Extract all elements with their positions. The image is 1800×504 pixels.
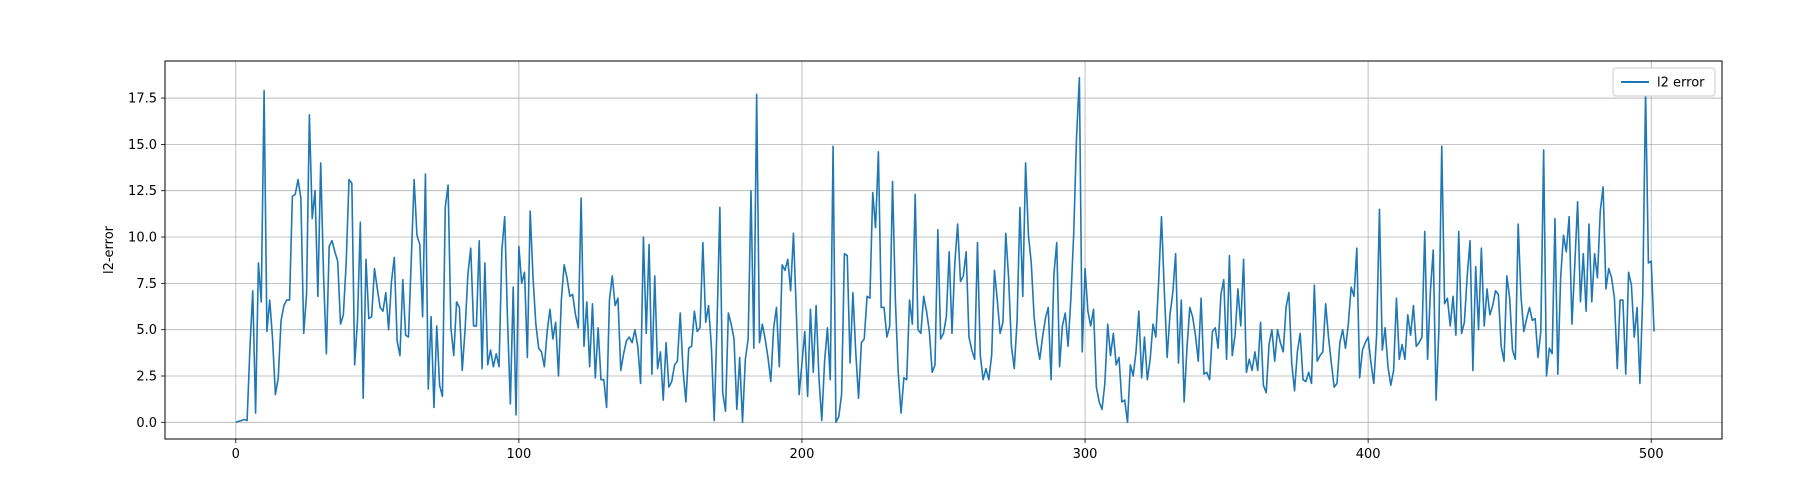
axes-frame: [164, 60, 1723, 440]
x-tick-label: 300: [1073, 447, 1098, 462]
y-tick-label: 10.0: [128, 231, 157, 246]
y-tick-label: 0.0: [136, 416, 157, 431]
x-tick-label: 500: [1639, 447, 1664, 462]
x-tick-label: 400: [1356, 447, 1381, 462]
y-tick-label: 12.5: [128, 184, 157, 199]
y-tick-label: 7.5: [136, 277, 157, 292]
x-tick-label: 100: [506, 447, 531, 462]
y-tick-label: 2.5: [136, 370, 157, 385]
y-tick-label: 15.0: [128, 138, 157, 153]
legend-label: l2 error: [1657, 76, 1705, 91]
series-layer: [235, 76, 1655, 424]
series-line: [235, 76, 1655, 424]
legend-box: [1612, 67, 1716, 97]
ticks: 0 100 200 300 400 500 0.0 2.5 5.0 7.5 10.0 12.5 15.0…: [128, 92, 1664, 462]
y-tick-label: 5.0: [136, 323, 157, 338]
legend: l2 error: [1612, 67, 1716, 97]
y-tick-label: 17.5: [128, 92, 157, 107]
x-tick-label: 200: [790, 447, 815, 462]
x-tick-label: 0: [232, 447, 240, 462]
y-axis-label: l2-error: [102, 225, 117, 274]
